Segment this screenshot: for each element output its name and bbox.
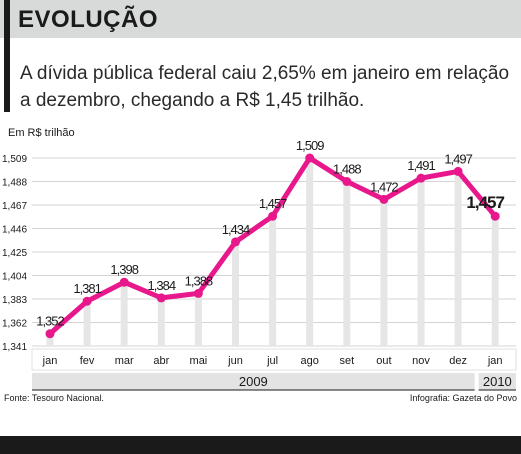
data-label: 1,381: [73, 281, 101, 296]
data-point: [231, 237, 240, 247]
x-tick-label: mai: [190, 355, 208, 367]
data-point: [416, 173, 426, 183]
x-tick-label: jan: [42, 355, 58, 367]
data-label: 1,384: [148, 278, 176, 293]
x-tick-label: out: [376, 355, 391, 367]
x-tick-label: set: [339, 355, 354, 367]
year-band: [478, 373, 516, 390]
source-note: Fonte: Tesouro Nacional.: [4, 393, 104, 403]
credit-note: Infografia: Gazeta do Povo: [409, 393, 517, 403]
footer-bar: [0, 436, 521, 454]
x-tick-label: abr: [153, 355, 169, 367]
data-label: 1,509: [296, 138, 324, 153]
data-point: [45, 329, 55, 339]
y-tick-label: 1,383: [2, 295, 27, 306]
data-label: 1,472: [370, 179, 398, 194]
chart-subtitle: A dívida pública federal caiu 2,65% em j…: [20, 63, 510, 111]
y-axis-title: Em R$ trilhão: [8, 127, 75, 139]
y-tick-label: 1,509: [2, 154, 27, 165]
x-tick-label: nov: [412, 355, 430, 367]
data-point: [490, 211, 500, 221]
x-tick-label: dez: [449, 355, 467, 367]
data-point: [156, 293, 166, 303]
data-label: 1,388: [185, 273, 213, 288]
x-tick-label: jun: [227, 355, 243, 367]
data-label: 1,488: [333, 162, 361, 177]
x-tick-label: jan: [487, 355, 503, 367]
data-label: 1,457: [466, 193, 504, 212]
page-title: EVOLUÇÃO: [18, 6, 159, 33]
year-label: 2009: [239, 374, 268, 389]
month-band: [31, 348, 517, 371]
y-tick-label: 1,425: [2, 248, 27, 259]
header-band: EVOLUÇÃO: [0, 0, 521, 38]
data-point: [119, 277, 129, 287]
data-point: [193, 288, 203, 298]
data-point: [342, 177, 352, 186]
data-label: 1,457: [259, 196, 287, 211]
data-label: 1,398: [110, 262, 138, 277]
y-tick-label: 1,488: [2, 178, 27, 189]
y-tick-label: 1,362: [2, 319, 27, 330]
year-band: [32, 373, 475, 390]
data-label: 1,497: [444, 151, 472, 166]
header-accent-bar: [4, 0, 10, 38]
x-tick-label: ago: [301, 355, 319, 367]
data-label: 1,352: [36, 314, 64, 329]
data-point: [379, 194, 389, 204]
y-tick-label: 1,404: [2, 272, 27, 283]
data-point: [453, 166, 463, 176]
data-point: [268, 211, 278, 221]
subtitle-accent-bar: [4, 38, 10, 112]
data-point: [82, 296, 92, 306]
y-tick-label: 1,341: [2, 342, 27, 353]
y-tick-label: 1,467: [2, 201, 27, 212]
data-label: 1,434: [222, 222, 250, 237]
data-point: [305, 153, 315, 163]
x-tick-label: jul: [266, 355, 278, 367]
data-label: 1,491: [407, 158, 435, 173]
x-tick-label: mar: [115, 355, 134, 367]
x-tick-label: fev: [80, 355, 95, 367]
y-tick-label: 1,446: [2, 225, 27, 236]
year-label: 2010: [483, 374, 512, 389]
